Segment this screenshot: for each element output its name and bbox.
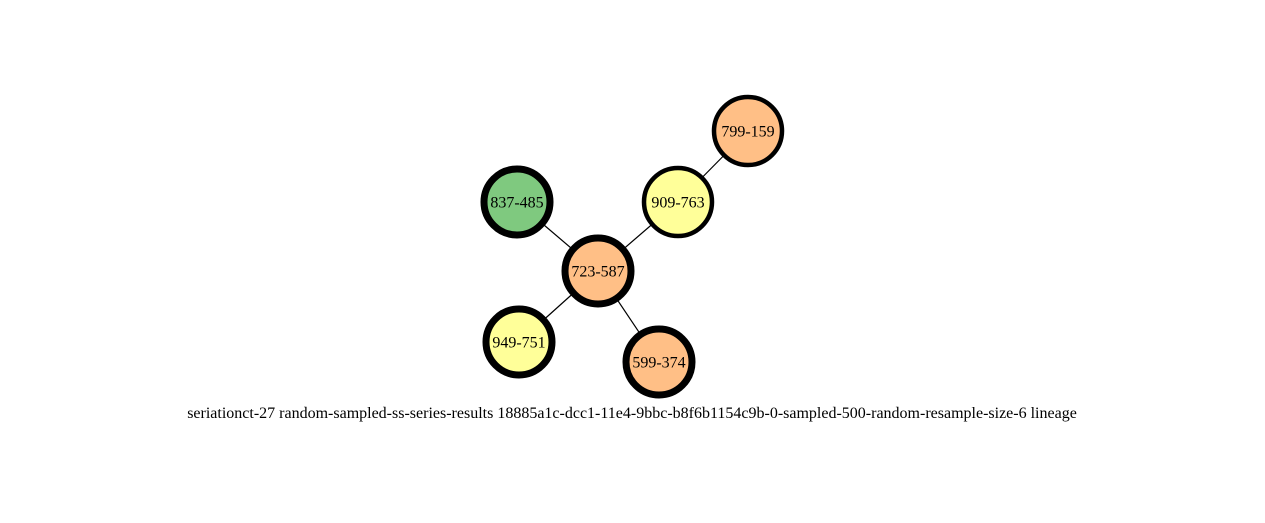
node-label: 599-374 (632, 355, 685, 372)
node-circle (561, 234, 635, 308)
node-label: 799-159 (721, 124, 774, 141)
node-circle (482, 305, 556, 379)
node-909-763: 909-763 (641, 165, 715, 239)
node-circle (711, 94, 785, 168)
node-circle (622, 325, 696, 399)
graph-nodes: 723-587 837-485 909-763 799-159 949-751 599-3… (480, 94, 785, 399)
node-723-587: 723-587 (561, 234, 635, 308)
node-599-374: 599-374 (622, 325, 696, 399)
node-circle (480, 165, 554, 239)
node-circle (641, 165, 715, 239)
node-799-159: 799-159 (711, 94, 785, 168)
graph-caption: seriationct-27 random-sampled-ss-series-… (187, 405, 1077, 422)
node-label: 723-587 (571, 264, 624, 281)
node-label: 949-751 (492, 335, 545, 352)
node-949-751: 949-751 (482, 305, 556, 379)
node-837-485: 837-485 (480, 165, 554, 239)
node-label: 909-763 (651, 195, 704, 212)
node-label: 837-485 (490, 195, 543, 212)
